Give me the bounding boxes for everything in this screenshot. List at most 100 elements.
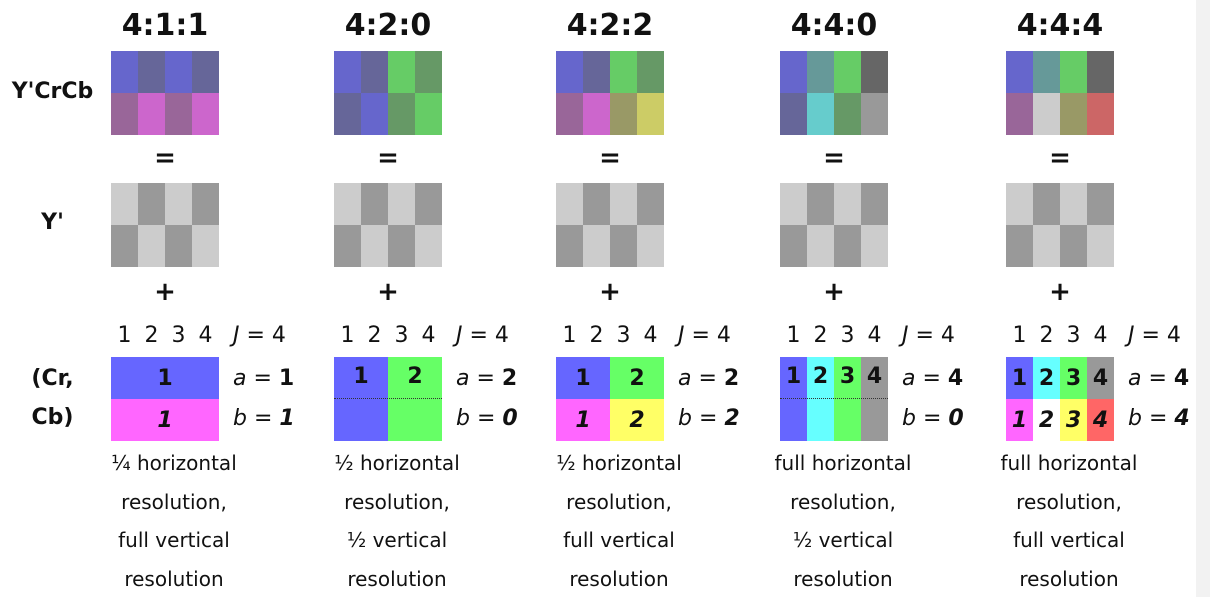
equation-b-variable: b bbox=[233, 406, 247, 431]
plus-sign: + bbox=[111, 277, 219, 307]
luma-cell bbox=[1033, 183, 1060, 225]
ycrcb-cell bbox=[111, 51, 138, 93]
equation-a-value: 2 bbox=[724, 366, 739, 391]
luma-cell bbox=[583, 225, 610, 267]
luma-grid bbox=[1006, 183, 1114, 267]
chroma-cell: 1 bbox=[334, 357, 388, 441]
caption-line: resolution, bbox=[59, 483, 289, 522]
column-number: 3 bbox=[165, 323, 192, 348]
chroma-cell: 1 bbox=[780, 357, 807, 441]
equation-b-variable: b bbox=[1128, 406, 1142, 431]
luma-cell bbox=[192, 225, 219, 267]
luma-cell bbox=[415, 183, 442, 225]
chroma-cell: 1 bbox=[1006, 399, 1033, 441]
ycrcb-cell bbox=[388, 93, 415, 135]
plus-sign: + bbox=[556, 277, 664, 307]
equation-b: b = 2 bbox=[678, 406, 740, 431]
equation-b: b = 4 bbox=[1128, 406, 1190, 431]
ycrcb-cell bbox=[415, 51, 442, 93]
chroma-cell: 2 bbox=[610, 399, 664, 441]
equation-J: J = 4 bbox=[1128, 323, 1181, 348]
column-number: 4 bbox=[637, 323, 664, 348]
ycrcb-cell bbox=[556, 93, 583, 135]
ycrcb-cell bbox=[165, 93, 192, 135]
luma-cell bbox=[138, 225, 165, 267]
ycrcb-grid bbox=[334, 51, 442, 135]
equation-a-value: 4 bbox=[948, 366, 963, 391]
luma-cell bbox=[861, 183, 888, 225]
caption-line: full vertical bbox=[59, 521, 289, 560]
equation-a-value: 1 bbox=[279, 366, 294, 391]
column-number: 3 bbox=[834, 323, 861, 348]
chroma-cell: 1 bbox=[1006, 357, 1033, 399]
equation-a: a = 1 bbox=[233, 366, 294, 391]
ycrcb-cell bbox=[334, 51, 361, 93]
luma-cell bbox=[111, 225, 138, 267]
equation-equals: = bbox=[240, 323, 272, 348]
column-number: 4 bbox=[1087, 323, 1114, 348]
chroma-row-divider bbox=[780, 398, 888, 399]
equation-J-value: 4 bbox=[717, 323, 731, 348]
equation-a: a = 4 bbox=[902, 366, 963, 391]
equation-J: J = 4 bbox=[456, 323, 509, 348]
equals-sign: = bbox=[556, 143, 664, 173]
equation-a-variable: a bbox=[902, 366, 915, 391]
luma-cell bbox=[334, 183, 361, 225]
chroma-cell: 1 bbox=[111, 357, 219, 399]
caption-line: ½ vertical bbox=[728, 521, 958, 560]
ycrcb-cell bbox=[138, 51, 165, 93]
ycrcb-cell bbox=[834, 51, 861, 93]
luma-cell bbox=[1060, 183, 1087, 225]
caption-line: ½ vertical bbox=[282, 521, 512, 560]
equation-a-variable: a bbox=[233, 366, 246, 391]
ycrcb-cell bbox=[1060, 51, 1087, 93]
equation-equals: = bbox=[1135, 323, 1167, 348]
column-number: 2 bbox=[583, 323, 610, 348]
caption-line: resolution bbox=[728, 560, 958, 598]
chroma-cell: 3 bbox=[1060, 399, 1087, 441]
ycrcb-cell bbox=[165, 51, 192, 93]
equation-a: a = 2 bbox=[456, 366, 517, 391]
luma-cell bbox=[556, 183, 583, 225]
column-number: 3 bbox=[610, 323, 637, 348]
equation-equals: = bbox=[916, 406, 948, 431]
row-label-y: Y' bbox=[0, 210, 105, 235]
plus-sign: + bbox=[1006, 277, 1114, 307]
luma-cell bbox=[165, 225, 192, 267]
equation-equals: = bbox=[463, 323, 495, 348]
caption-line: ½ horizontal bbox=[504, 444, 734, 483]
ycrcb-cell bbox=[192, 51, 219, 93]
caption-line: resolution bbox=[954, 560, 1184, 598]
chroma-cell: 2 bbox=[610, 357, 664, 399]
column-number: 1 bbox=[1006, 323, 1033, 348]
caption-line: ¼ horizontal bbox=[59, 444, 289, 483]
equation-b-value: 1 bbox=[279, 406, 294, 431]
equation-equals: = bbox=[691, 366, 723, 391]
equation-equals: = bbox=[246, 366, 278, 391]
equation-equals: = bbox=[685, 323, 717, 348]
row-label-ycrcb: Y'CrCb bbox=[0, 79, 105, 104]
equation-equals: = bbox=[470, 406, 502, 431]
ycrcb-cell bbox=[1060, 93, 1087, 135]
equation-b: b = 0 bbox=[456, 406, 518, 431]
column-number: 4 bbox=[415, 323, 442, 348]
chroma-cell: 2 bbox=[388, 357, 442, 441]
caption-line: full horizontal bbox=[728, 444, 958, 483]
luma-grid bbox=[556, 183, 664, 267]
ycrcb-cell bbox=[1033, 93, 1060, 135]
luma-cell bbox=[1006, 225, 1033, 267]
equation-equals: = bbox=[469, 366, 501, 391]
luma-cell bbox=[861, 225, 888, 267]
luma-cell bbox=[334, 225, 361, 267]
caption-line: resolution, bbox=[954, 483, 1184, 522]
ycrcb-cell bbox=[111, 93, 138, 135]
chroma-cell: 4 bbox=[861, 357, 888, 441]
caption-line: resolution, bbox=[504, 483, 734, 522]
ycrcb-grid bbox=[111, 51, 219, 135]
